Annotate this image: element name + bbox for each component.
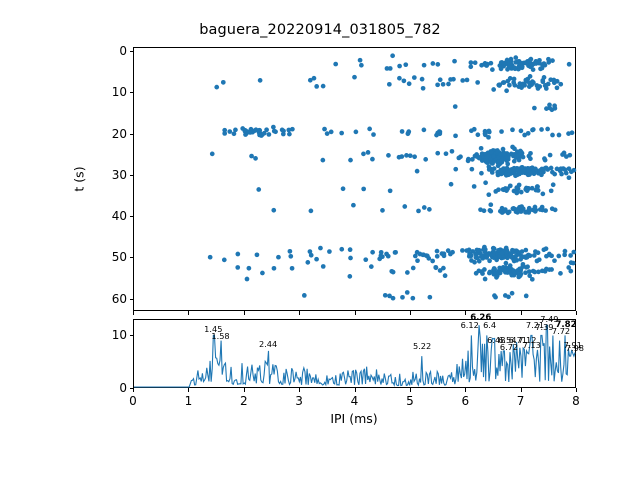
x-tick [409,388,411,392]
histogram-y-tick-label: 0 [119,381,127,395]
x-axis-label: IPI (ms) [330,411,378,426]
scatter-y-tick-label: 0 [119,44,127,59]
x-tick [465,388,467,392]
x-tick-label: 1 [184,394,193,408]
scatter-plot-axes [133,47,577,311]
peak-annotation: 7.91 [563,340,582,351]
x-tick [133,388,134,392]
x-tick-label: 5 [406,394,414,408]
scatter-points-layer [207,53,577,301]
x-tick [520,388,522,392]
peak-annotation: 6.12 [460,320,479,331]
x-tick-label: 7 [516,394,525,408]
peak-annotation: 1.58 [211,330,230,341]
x-tick-label: 0 [129,394,137,408]
scatter-x-tick [243,311,245,315]
scatter-y-tick-label: 40 [111,209,127,224]
scatter-y-tick [129,216,133,218]
scatter-y-tick [129,298,133,300]
scatter-x-tick [188,311,190,315]
peak-annotation: 7.49 [540,313,559,324]
scatter-y-tick [129,51,133,53]
histogram-y-tick [129,334,133,336]
scatter-x-tick [520,311,522,315]
peak-annotation: 5.22 [412,340,432,351]
x-tick-label: 3 [295,394,303,408]
scatter-y-tick [129,92,133,94]
peak-annotation: 6.26 [470,312,492,323]
peak-annotation: 6.71 [508,334,528,345]
x-tick [188,388,190,392]
scatter-y-tick [129,133,133,135]
x-tick [299,388,301,392]
scatter-y-axis-label: t (s) [71,166,87,192]
scatter-y-tick-label: 20 [111,126,127,141]
peak-annotation: 7.72 [551,325,571,336]
peak-annotation: 6.54 [498,334,517,345]
scatter-y-tick [129,257,133,259]
x-tick [243,388,245,392]
peak-annotation: 7.13 [522,339,541,350]
x-tick [354,388,356,392]
peak-annotation: 7.21 [525,320,545,331]
scatter-x-tick [409,311,411,315]
peak-annotation: 6.48 [487,334,506,345]
peak-annotation: 7.82 [555,320,577,331]
peak-annotation: 7.12 [518,334,537,345]
scatter-x-tick [133,311,134,315]
page-title: baguera_20220914_031805_782 [199,22,441,38]
scatter-y-tick-label: 10 [111,85,127,100]
scatter-x-tick [299,311,301,315]
x-tick-label: 4 [350,394,359,408]
x-tick-label: 2 [239,394,248,408]
peak-annotation: 7.39 [535,322,554,333]
scatter-y-tick-label: 50 [111,250,127,265]
histogram-y-tick-label: 10 [111,327,127,342]
peak-annotation: 6.72 [499,341,519,352]
peak-annotation: 2.44 [258,338,278,349]
scatter-x-tick [576,311,577,315]
scatter-y-tick-label: 60 [111,291,127,306]
x-tick-label: 8 [572,394,580,408]
scatter-y-tick [129,174,133,176]
peak-annotation: 6.4 [483,320,497,331]
scatter-y-tick-label: 30 [111,167,127,182]
histogram-axes [133,319,576,388]
scatter-x-tick [465,311,467,315]
scatter-x-tick [354,311,356,315]
x-tick [576,388,577,392]
histogram-line-layer [134,320,575,387]
peak-annotation: 7.98 [565,343,585,354]
histogram-y-tick [129,388,133,389]
x-tick-label: 6 [461,394,470,408]
peak-annotation: 1.45 [204,324,223,335]
